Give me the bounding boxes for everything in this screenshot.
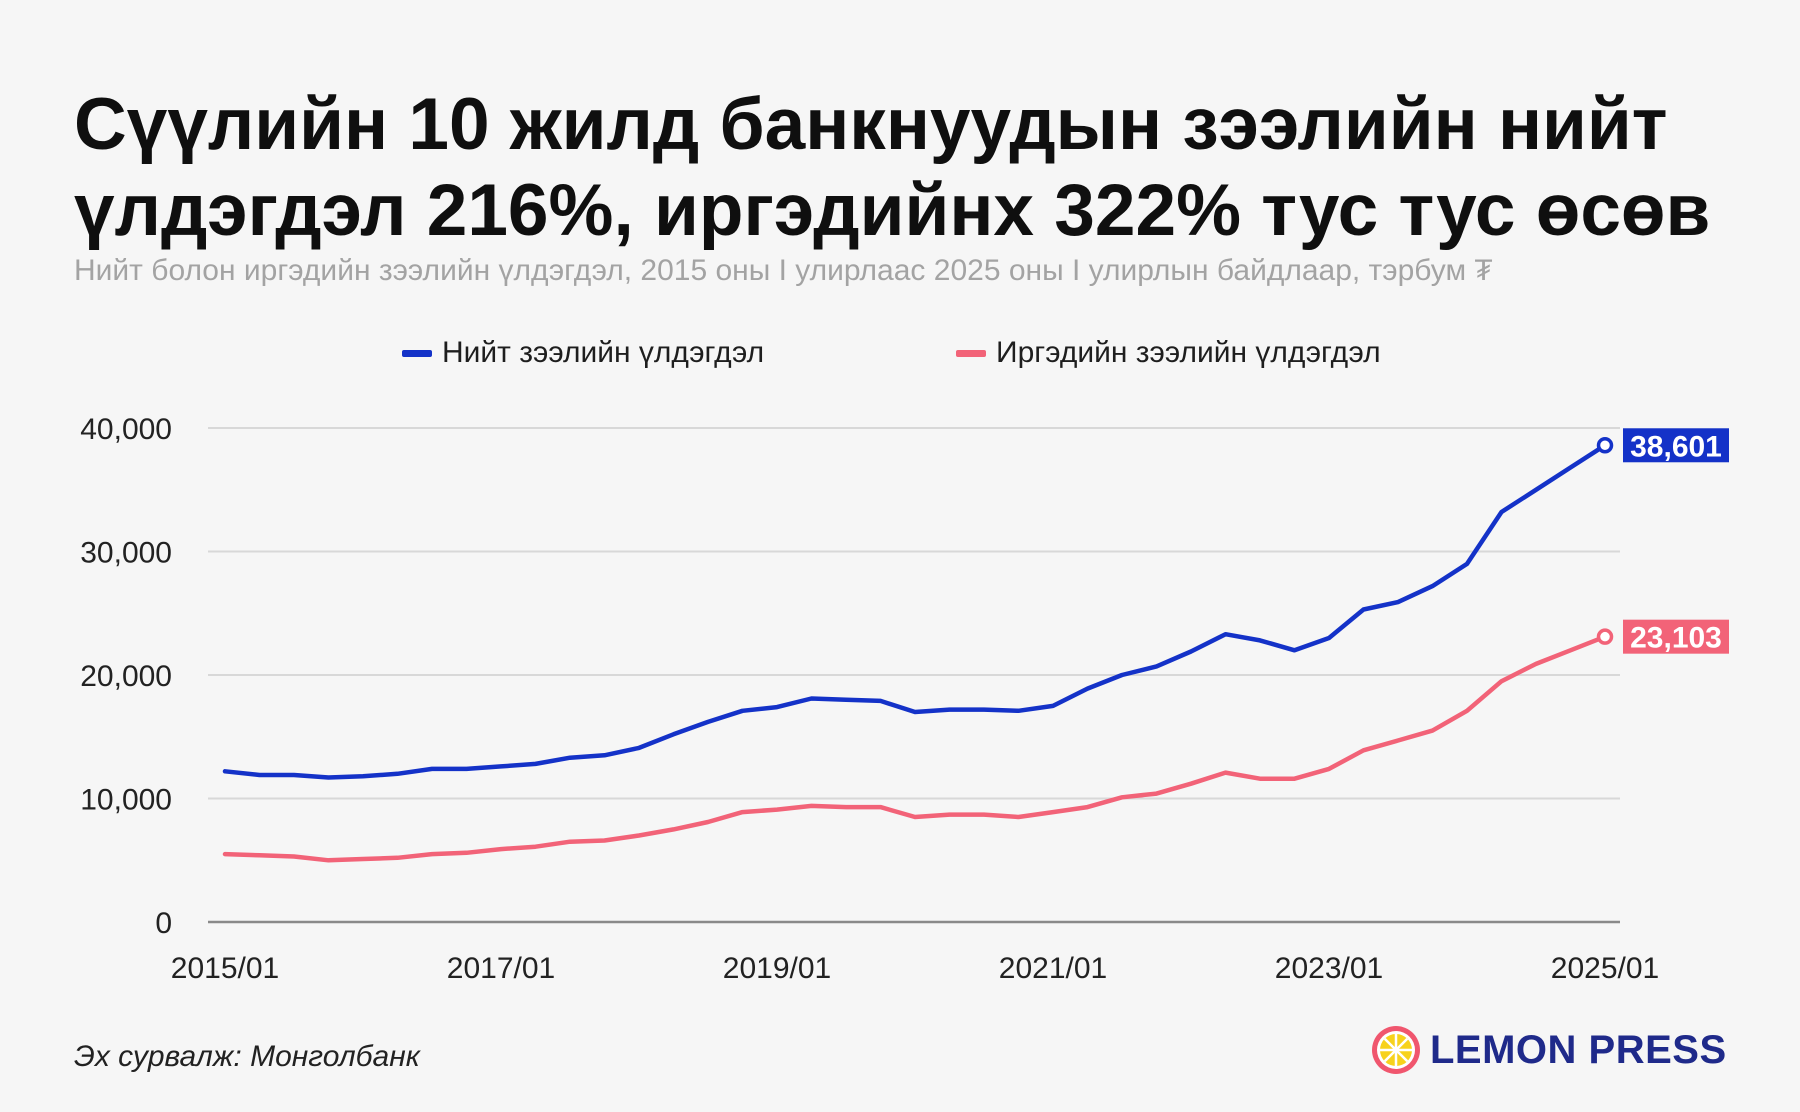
x-tick-label: 2023/01 xyxy=(1275,952,1383,985)
chart-title: Сүүлийн 10 жилд банкнуудын зээлийн нийт … xyxy=(74,84,1711,251)
end-point-marker xyxy=(1596,437,1614,454)
legend-item-total: Нийт зээлийн үлдэгдэл xyxy=(402,336,764,370)
end-value-label-bg xyxy=(1623,428,1729,463)
y-tick-label: 40,000 xyxy=(80,413,172,446)
y-tick-label: 10,000 xyxy=(80,784,172,817)
end-point-marker xyxy=(1596,628,1614,645)
legend-item-household: Иргэдийн зээлийн үлдэгдэл xyxy=(956,336,1381,370)
end-value-label-bg xyxy=(1623,619,1729,654)
end-value-label: 38,601 xyxy=(1630,430,1722,463)
x-tick-label: 2017/01 xyxy=(447,952,555,985)
source-note: Эх сурвалж: Монголбанк xyxy=(74,1040,420,1073)
lemon-press-logo: LEMON PRESS xyxy=(1370,1024,1727,1076)
y-tick-label: 0 xyxy=(155,907,172,940)
legend-swatch-household xyxy=(956,349,986,357)
series-line-household xyxy=(222,634,1608,863)
x-tick-label: 2025/01 xyxy=(1551,952,1659,985)
chart-subtitle: Нийт болон иргэдийн зээлийн үлдэгдэл, 20… xyxy=(74,254,1493,287)
legend-swatch-total xyxy=(402,349,432,357)
x-tick-label: 2015/01 xyxy=(171,952,279,985)
legend-label-household: Иргэдийн зээлийн үлдэгдэл xyxy=(996,336,1381,369)
series-line-total xyxy=(222,443,1608,780)
logo-text: LEMON PRESS xyxy=(1430,1027,1727,1072)
lemon-slice-icon xyxy=(1372,1026,1420,1074)
legend-label-total: Нийт зээлийн үлдэгдэл xyxy=(442,336,765,369)
line-chart: 40,000 30,000 20,000 10,000 0 2015/01 2017/01 2… xyxy=(80,413,1729,985)
y-tick-label: 20,000 xyxy=(80,660,172,693)
y-tick-label: 30,000 xyxy=(80,537,172,570)
chart-legend: Нийт зээлийн үлдэгдэл Иргэдийн зээлийн ү… xyxy=(0,336,1800,376)
x-tick-label: 2019/01 xyxy=(723,952,831,985)
x-tick-label: 2021/01 xyxy=(999,952,1107,985)
end-value-label: 23,103 xyxy=(1630,622,1722,655)
